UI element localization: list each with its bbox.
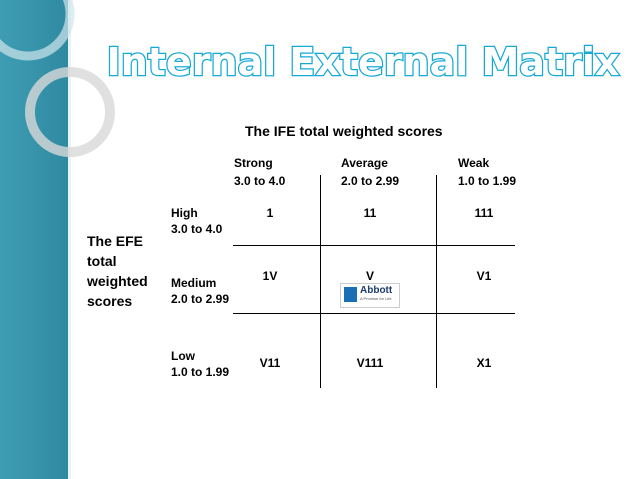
matrix-cell: V11 bbox=[259, 356, 281, 370]
efe-label: The EFE bbox=[87, 233, 144, 249]
deco-circle bbox=[0, 0, 75, 61]
efe-label: total bbox=[87, 253, 117, 269]
grid-line bbox=[436, 175, 437, 388]
row-range: 3.0 to 4.0 bbox=[171, 222, 223, 236]
grid-line bbox=[233, 313, 515, 314]
column-name: Weak bbox=[458, 156, 490, 170]
deco-circle bbox=[25, 67, 115, 157]
row-range: 1.0 to 1.99 bbox=[171, 365, 230, 379]
title: Internal External Matrix bbox=[107, 40, 620, 84]
logo-tagline: A Promise for Life bbox=[360, 296, 392, 301]
row-name: Medium bbox=[171, 276, 217, 290]
column-range: 2.0 to 2.99 bbox=[341, 174, 400, 188]
row-name: Low bbox=[171, 349, 195, 363]
matrix-cell: V111 bbox=[356, 356, 384, 370]
ife-header: The IFE total weighted scores bbox=[245, 123, 443, 139]
efe-label: weighted bbox=[87, 273, 148, 289]
grid-line bbox=[320, 175, 321, 388]
column-range: 1.0 to 1.99 bbox=[458, 174, 517, 188]
matrix-cell: V bbox=[365, 269, 375, 283]
logo-icon bbox=[344, 287, 357, 302]
matrix-cell: 1V bbox=[262, 269, 278, 283]
grid-line bbox=[233, 245, 515, 246]
matrix-cell: 11 bbox=[363, 206, 377, 220]
column-name: Average bbox=[341, 156, 388, 170]
matrix-cell: 1 bbox=[266, 206, 274, 220]
logo: Abbott A Promise for Life bbox=[340, 283, 400, 308]
logo-name: Abbott bbox=[360, 285, 393, 296]
column-name: Strong bbox=[234, 156, 273, 170]
matrix-cell: V1 bbox=[476, 269, 492, 283]
column-range: 3.0 to 4.0 bbox=[234, 174, 286, 188]
matrix-cell: 111 bbox=[474, 206, 494, 220]
matrix-cell: X1 bbox=[476, 356, 492, 370]
row-name: High bbox=[171, 206, 198, 220]
efe-label: scores bbox=[87, 293, 133, 309]
row-range: 2.0 to 2.99 bbox=[171, 292, 230, 306]
side-bar bbox=[0, 0, 71, 479]
